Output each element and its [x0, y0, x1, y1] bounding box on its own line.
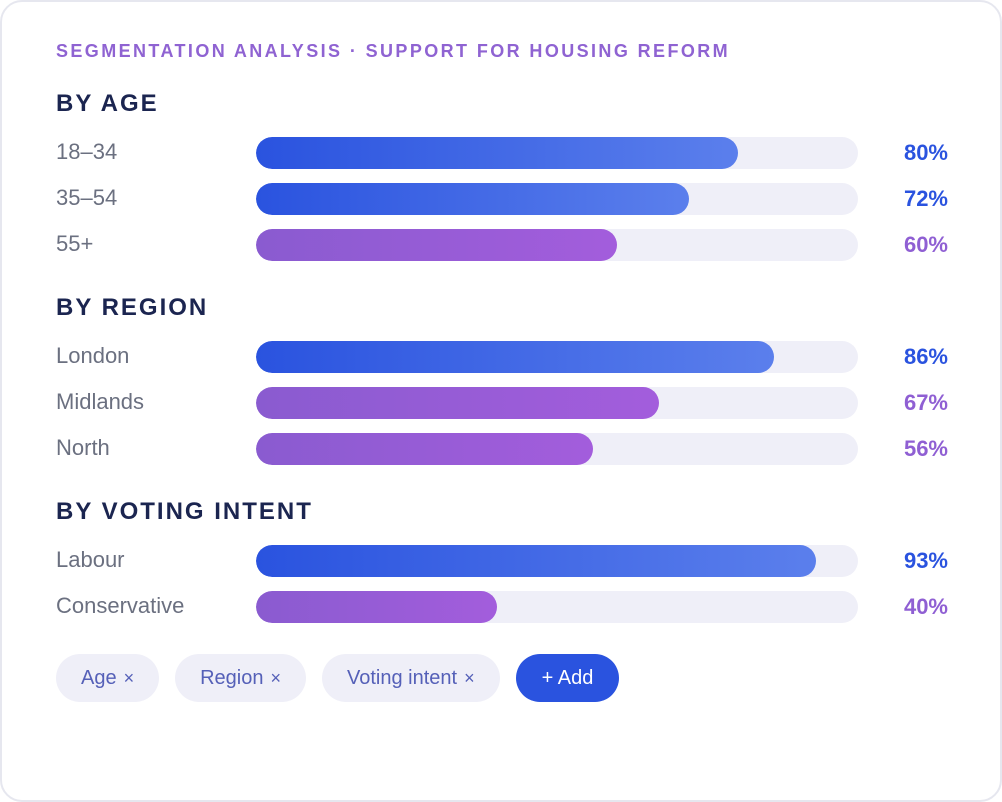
- close-icon[interactable]: ×: [270, 667, 282, 688]
- group-title: BY AGE: [56, 90, 159, 117]
- bar-value-label: 72%: [903, 186, 948, 211]
- bar-track: [256, 137, 858, 169]
- chart-title: SEGMENTATION ANALYSIS · SUPPORT FOR HOUS…: [56, 41, 731, 61]
- bar-value-label: 40%: [903, 594, 948, 619]
- bar-row: Labour 93%: [2, 544, 1002, 577]
- filter-chip-age[interactable]: Age ×: [56, 654, 160, 702]
- bar-track: [256, 545, 858, 577]
- bar-label: 18–34: [56, 139, 118, 164]
- add-filter-button[interactable]: + Add: [515, 654, 620, 702]
- bar-label: London: [56, 343, 130, 368]
- bar-fill: [256, 433, 594, 465]
- bar-track: [256, 341, 858, 373]
- filter-chip-voting-intent[interactable]: Voting intent ×: [322, 654, 500, 702]
- bar-value-label: 93%: [903, 548, 948, 573]
- filter-chip-label: Age: [81, 666, 117, 689]
- bar-value-label: 60%: [903, 232, 948, 257]
- bar-track: [256, 433, 858, 465]
- group-title: BY REGION: [56, 294, 209, 321]
- bar-value-label: 86%: [903, 344, 948, 369]
- filter-chip-label: Voting intent: [347, 666, 458, 689]
- bar-value-label: 67%: [903, 390, 948, 415]
- filter-chip-region[interactable]: Region ×: [175, 654, 307, 702]
- bar-row: Conservative 40%: [2, 590, 1002, 623]
- filter-chips: Age × Region × Voting intent × + Add: [56, 654, 620, 702]
- bar-fill: [256, 387, 660, 419]
- close-icon[interactable]: ×: [464, 667, 475, 688]
- filter-chip-label: Region: [200, 666, 264, 689]
- bar-track: [256, 387, 858, 419]
- bar-row: London 86%: [2, 340, 1002, 373]
- bar-label: 55+: [56, 231, 94, 256]
- bar-track: [256, 229, 858, 261]
- bar-track: [256, 183, 858, 215]
- bar-label: Conservative: [56, 593, 185, 618]
- bar-row: 55+ 60%: [2, 228, 1002, 261]
- bar-fill: [256, 341, 774, 373]
- bar-track: [256, 591, 858, 623]
- bar-label: North: [56, 435, 110, 460]
- bar-row: North 56%: [2, 432, 1002, 465]
- bar-label: Labour: [56, 547, 125, 572]
- group-title: BY VOTING INTENT: [56, 498, 313, 525]
- bar-fill: [256, 591, 497, 623]
- bar-fill: [256, 229, 618, 261]
- bar-fill: [256, 545, 816, 577]
- bar-fill: [256, 137, 738, 169]
- bar-value-label: 80%: [903, 140, 948, 165]
- bar-row: 18–34 80%: [2, 136, 1002, 169]
- close-icon[interactable]: ×: [123, 667, 135, 688]
- bar-row: 35–54 72%: [2, 182, 1002, 215]
- bar-row: Midlands 67%: [2, 386, 1002, 419]
- bar-label: 35–54: [56, 185, 118, 210]
- bar-fill: [256, 183, 690, 215]
- bar-value-label: 56%: [903, 436, 948, 461]
- bar-label: Midlands: [56, 389, 145, 414]
